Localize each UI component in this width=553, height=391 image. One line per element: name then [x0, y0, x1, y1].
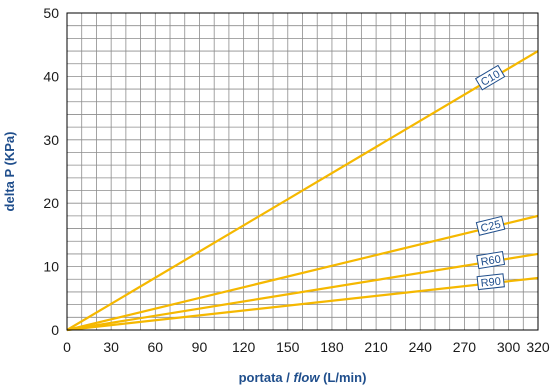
x-axis-label-unit: (L/min)	[319, 370, 366, 385]
y-tick-label: 40	[43, 68, 59, 84]
series-label-box	[476, 273, 505, 291]
y-tick-labels: 0 10 20 30 40 50	[43, 5, 59, 338]
x-tick-label: 150	[276, 339, 300, 355]
x-axis-label-italic: flow	[293, 370, 320, 385]
x-tick-label: 240	[409, 339, 433, 355]
x-tick-label: 180	[320, 339, 344, 355]
x-tick-label: 320	[526, 339, 550, 355]
series-label-box	[475, 215, 506, 236]
x-tick-label: 120	[232, 339, 256, 355]
series-label-c25: C25	[475, 215, 506, 236]
series-labels: C10 C25 R60 R90	[474, 64, 506, 291]
series-label-r90: R90	[476, 273, 505, 291]
x-tick-labels: 0 30 60 90 120 150 180 210 240 270 300 320	[63, 339, 550, 355]
y-axis-label: delta P (KPa)	[2, 132, 17, 212]
grid	[67, 13, 538, 330]
series-label-text: R90	[480, 276, 501, 290]
y-tick-label: 50	[43, 5, 59, 21]
series-label-c10: C10	[474, 64, 506, 91]
x-axis-label-main: portata /	[239, 370, 294, 385]
y-tick-label: 10	[43, 259, 59, 275]
series-lines	[66, 50, 539, 332]
series-line-c10	[66, 50, 539, 331]
x-tick-label: 270	[453, 339, 477, 355]
series-label-box	[474, 64, 506, 91]
series-label-box	[476, 250, 506, 270]
plot-frame	[66, 12, 539, 331]
series-line-r60	[66, 252, 539, 332]
series-line-c25	[66, 214, 539, 332]
x-tick-label: 30	[103, 339, 119, 355]
series-label-text: C25	[480, 219, 502, 235]
y-tick-label: 0	[51, 322, 59, 338]
series-line-r90	[66, 276, 539, 332]
x-tick-label: 90	[192, 339, 208, 355]
series-label-r60: R60	[476, 250, 506, 270]
x-tick-label: 210	[364, 339, 388, 355]
x-tick-label: 60	[148, 339, 164, 355]
x-tick-label: 300	[497, 339, 521, 355]
x-axis-label: portata / flow (L/min)	[239, 370, 367, 385]
x-tick-label: 0	[63, 339, 71, 355]
series-label-text: R60	[480, 254, 502, 269]
y-tick-label: 20	[43, 195, 59, 211]
y-tick-label: 30	[43, 132, 59, 148]
